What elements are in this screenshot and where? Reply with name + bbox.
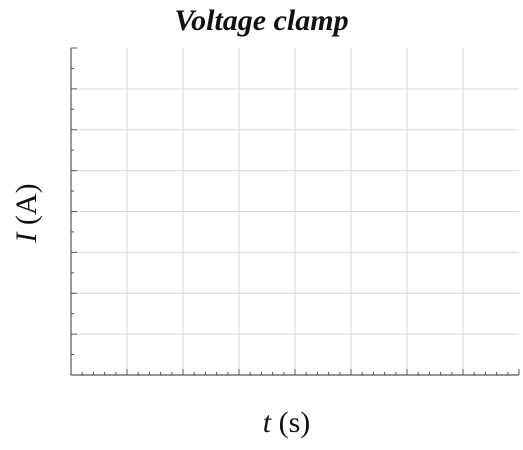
grid-lines xyxy=(71,48,519,375)
axes xyxy=(70,48,519,376)
x-axis-variable: t xyxy=(262,406,272,439)
x-axis-unit: (s) xyxy=(278,406,311,439)
chart-title: Voltage clamp xyxy=(174,4,349,37)
x-axis-label: t (s) xyxy=(0,406,523,440)
